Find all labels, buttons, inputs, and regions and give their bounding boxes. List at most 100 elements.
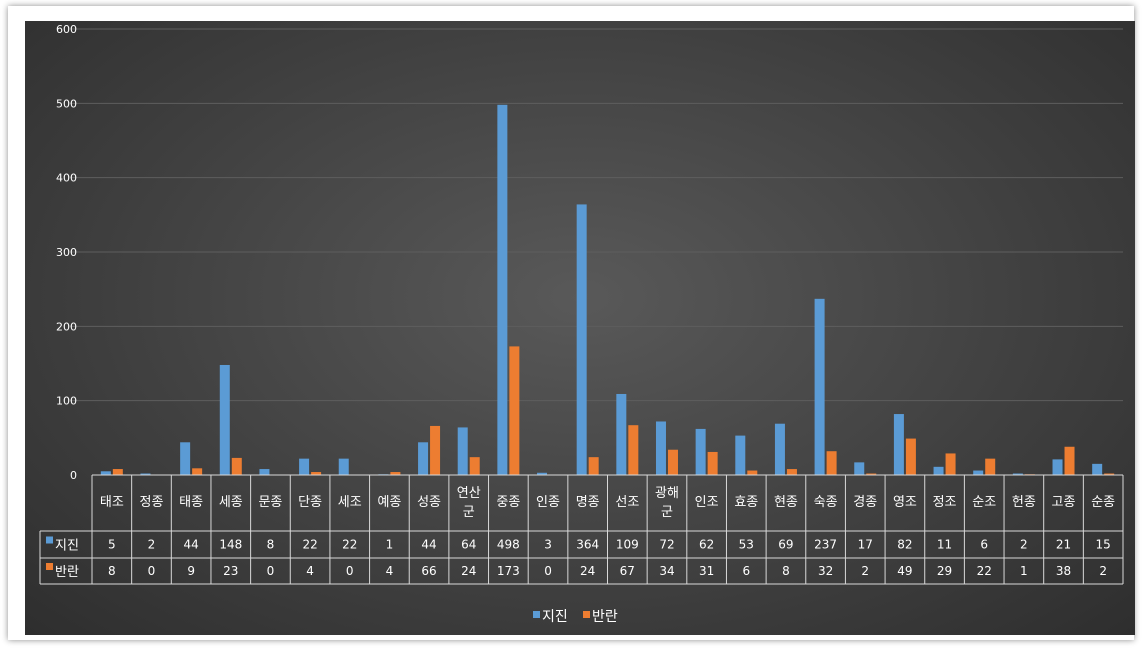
bar-series2 — [469, 457, 480, 475]
bar-series2 — [112, 469, 123, 475]
bar-series1 — [457, 427, 468, 475]
table-cell-value: 49 — [897, 564, 912, 578]
category-label: 숙종 — [814, 495, 838, 510]
table-cell-value: 148 — [219, 538, 242, 552]
category-label: 헌종 — [1012, 495, 1036, 510]
legend-label: 지진 — [542, 609, 568, 625]
table-cell-value: 17 — [858, 538, 873, 552]
bars — [100, 104, 1115, 475]
bar-series2 — [231, 457, 242, 475]
bar-series2 — [311, 472, 322, 475]
table-cell-value: 69 — [778, 538, 793, 552]
table-cell-value: 6 — [742, 564, 750, 578]
bar-series2 — [866, 473, 877, 475]
table-cell-value: 23 — [223, 564, 238, 578]
bar-series1 — [338, 458, 349, 475]
series-row-label: 지진 — [55, 539, 79, 554]
table-cell-value: 1 — [386, 538, 394, 552]
bar-series1 — [100, 471, 111, 475]
series-row-label: 반란 — [55, 565, 79, 580]
chart-area: 0 100 200 300 400 500 600 태조 정종 태종 세종 문종 단종 세조 예종 성종 연산… — [25, 21, 1135, 635]
table-cell-value: 21 — [1056, 538, 1071, 552]
bar-series2 — [905, 438, 916, 475]
category-label: 선조 — [615, 495, 639, 510]
table-cell-value: 34 — [659, 564, 674, 578]
category-label: 인조 — [695, 495, 719, 510]
table-cell-value: 24 — [461, 564, 476, 578]
y-tick-label: 300 — [56, 246, 77, 259]
table-cell-value: 29 — [937, 564, 952, 578]
legend-swatch — [533, 611, 540, 618]
table-cell-value: 3 — [544, 538, 552, 552]
category-label: 순종 — [1091, 495, 1115, 510]
category-label: 정조 — [933, 495, 957, 510]
y-axis-ticks: 0 100 200 300 400 500 600 — [56, 23, 77, 482]
table-cell-value: 1 — [1020, 564, 1028, 578]
table-cell-value: 6 — [980, 538, 988, 552]
table-cell-value: 15 — [1096, 538, 1111, 552]
series-key-swatch — [46, 536, 53, 544]
table-cell-value: 2 — [1020, 538, 1028, 552]
bar-series1 — [418, 442, 429, 475]
table-cell-value: 66 — [421, 564, 436, 578]
gridlines — [70, 28, 1123, 402]
table-cell-value: 64 — [461, 538, 476, 552]
legend: 지진 반란 — [533, 609, 618, 625]
bar-series1 — [537, 472, 548, 475]
bar-series2 — [390, 472, 401, 475]
legend-label: 반란 — [592, 609, 618, 625]
bar-series1 — [973, 470, 984, 475]
category-label: 순조 — [972, 495, 996, 510]
category-label: 현종 — [774, 495, 798, 510]
table-cell-value: 4 — [306, 564, 314, 578]
bar-series1 — [814, 298, 825, 475]
table-cell-value: 0 — [148, 564, 156, 578]
bar-series1 — [655, 421, 666, 475]
bar-series1 — [695, 428, 706, 475]
bar-series2 — [1104, 473, 1115, 475]
table-cell-value: 44 — [421, 538, 436, 552]
bar-series1 — [933, 466, 944, 475]
table-cell-value: 53 — [739, 538, 754, 552]
category-label: 효종 — [734, 495, 758, 510]
bar-series1 — [616, 393, 627, 475]
table-cell-value: 31 — [699, 564, 714, 578]
category-label: 연산 — [457, 486, 481, 501]
bar-series1 — [576, 204, 587, 475]
category-label: 군 — [661, 505, 673, 520]
bar-series2 — [192, 468, 203, 475]
chart-frame: 0 100 200 300 400 500 600 태조 정종 태종 세종 문종 단종 세조 예종 성종 연산… — [8, 6, 1135, 640]
bar-series2 — [588, 457, 599, 475]
y-tick-label: 100 — [56, 395, 77, 408]
bar-series1 — [497, 104, 508, 475]
table-cell-value: 44 — [183, 538, 198, 552]
y-tick-label: 400 — [56, 172, 77, 185]
bar-series1 — [1012, 473, 1023, 475]
table-cell-value: 22 — [977, 564, 992, 578]
bar-series1 — [735, 435, 746, 475]
data-table: 태조 정종 태종 세종 문종 단종 세조 예종 성종 연산군 중종 인종 명종 선조 광해군 인조 효종 현종 숙종… — [39, 474, 1124, 585]
category-label: 정종 — [140, 495, 164, 510]
bar-series2 — [628, 425, 639, 475]
table-cell-value: 2 — [148, 538, 156, 552]
table-cell-value: 24 — [580, 564, 595, 578]
table-cell-value: 2 — [861, 564, 869, 578]
series-key-swatch — [46, 563, 53, 570]
category-label: 인종 — [536, 495, 560, 510]
category-label: 명종 — [576, 495, 600, 510]
table-cell-value: 498 — [497, 538, 520, 552]
bar-series1 — [219, 364, 230, 475]
table-cell-value: 82 — [897, 538, 912, 552]
bar-series2 — [826, 451, 837, 475]
table-cell-value: 109 — [616, 538, 639, 552]
bar-series2 — [707, 451, 718, 475]
table-cell-value: 62 — [699, 538, 714, 552]
bar-series2 — [747, 470, 758, 475]
bar-series2 — [786, 469, 797, 475]
category-label: 군 — [463, 505, 475, 520]
category-label: 경종 — [853, 495, 877, 510]
table-cell-value: 38 — [1056, 564, 1071, 578]
category-label: 단종 — [298, 495, 322, 510]
table-cell-value: 22 — [342, 538, 357, 552]
